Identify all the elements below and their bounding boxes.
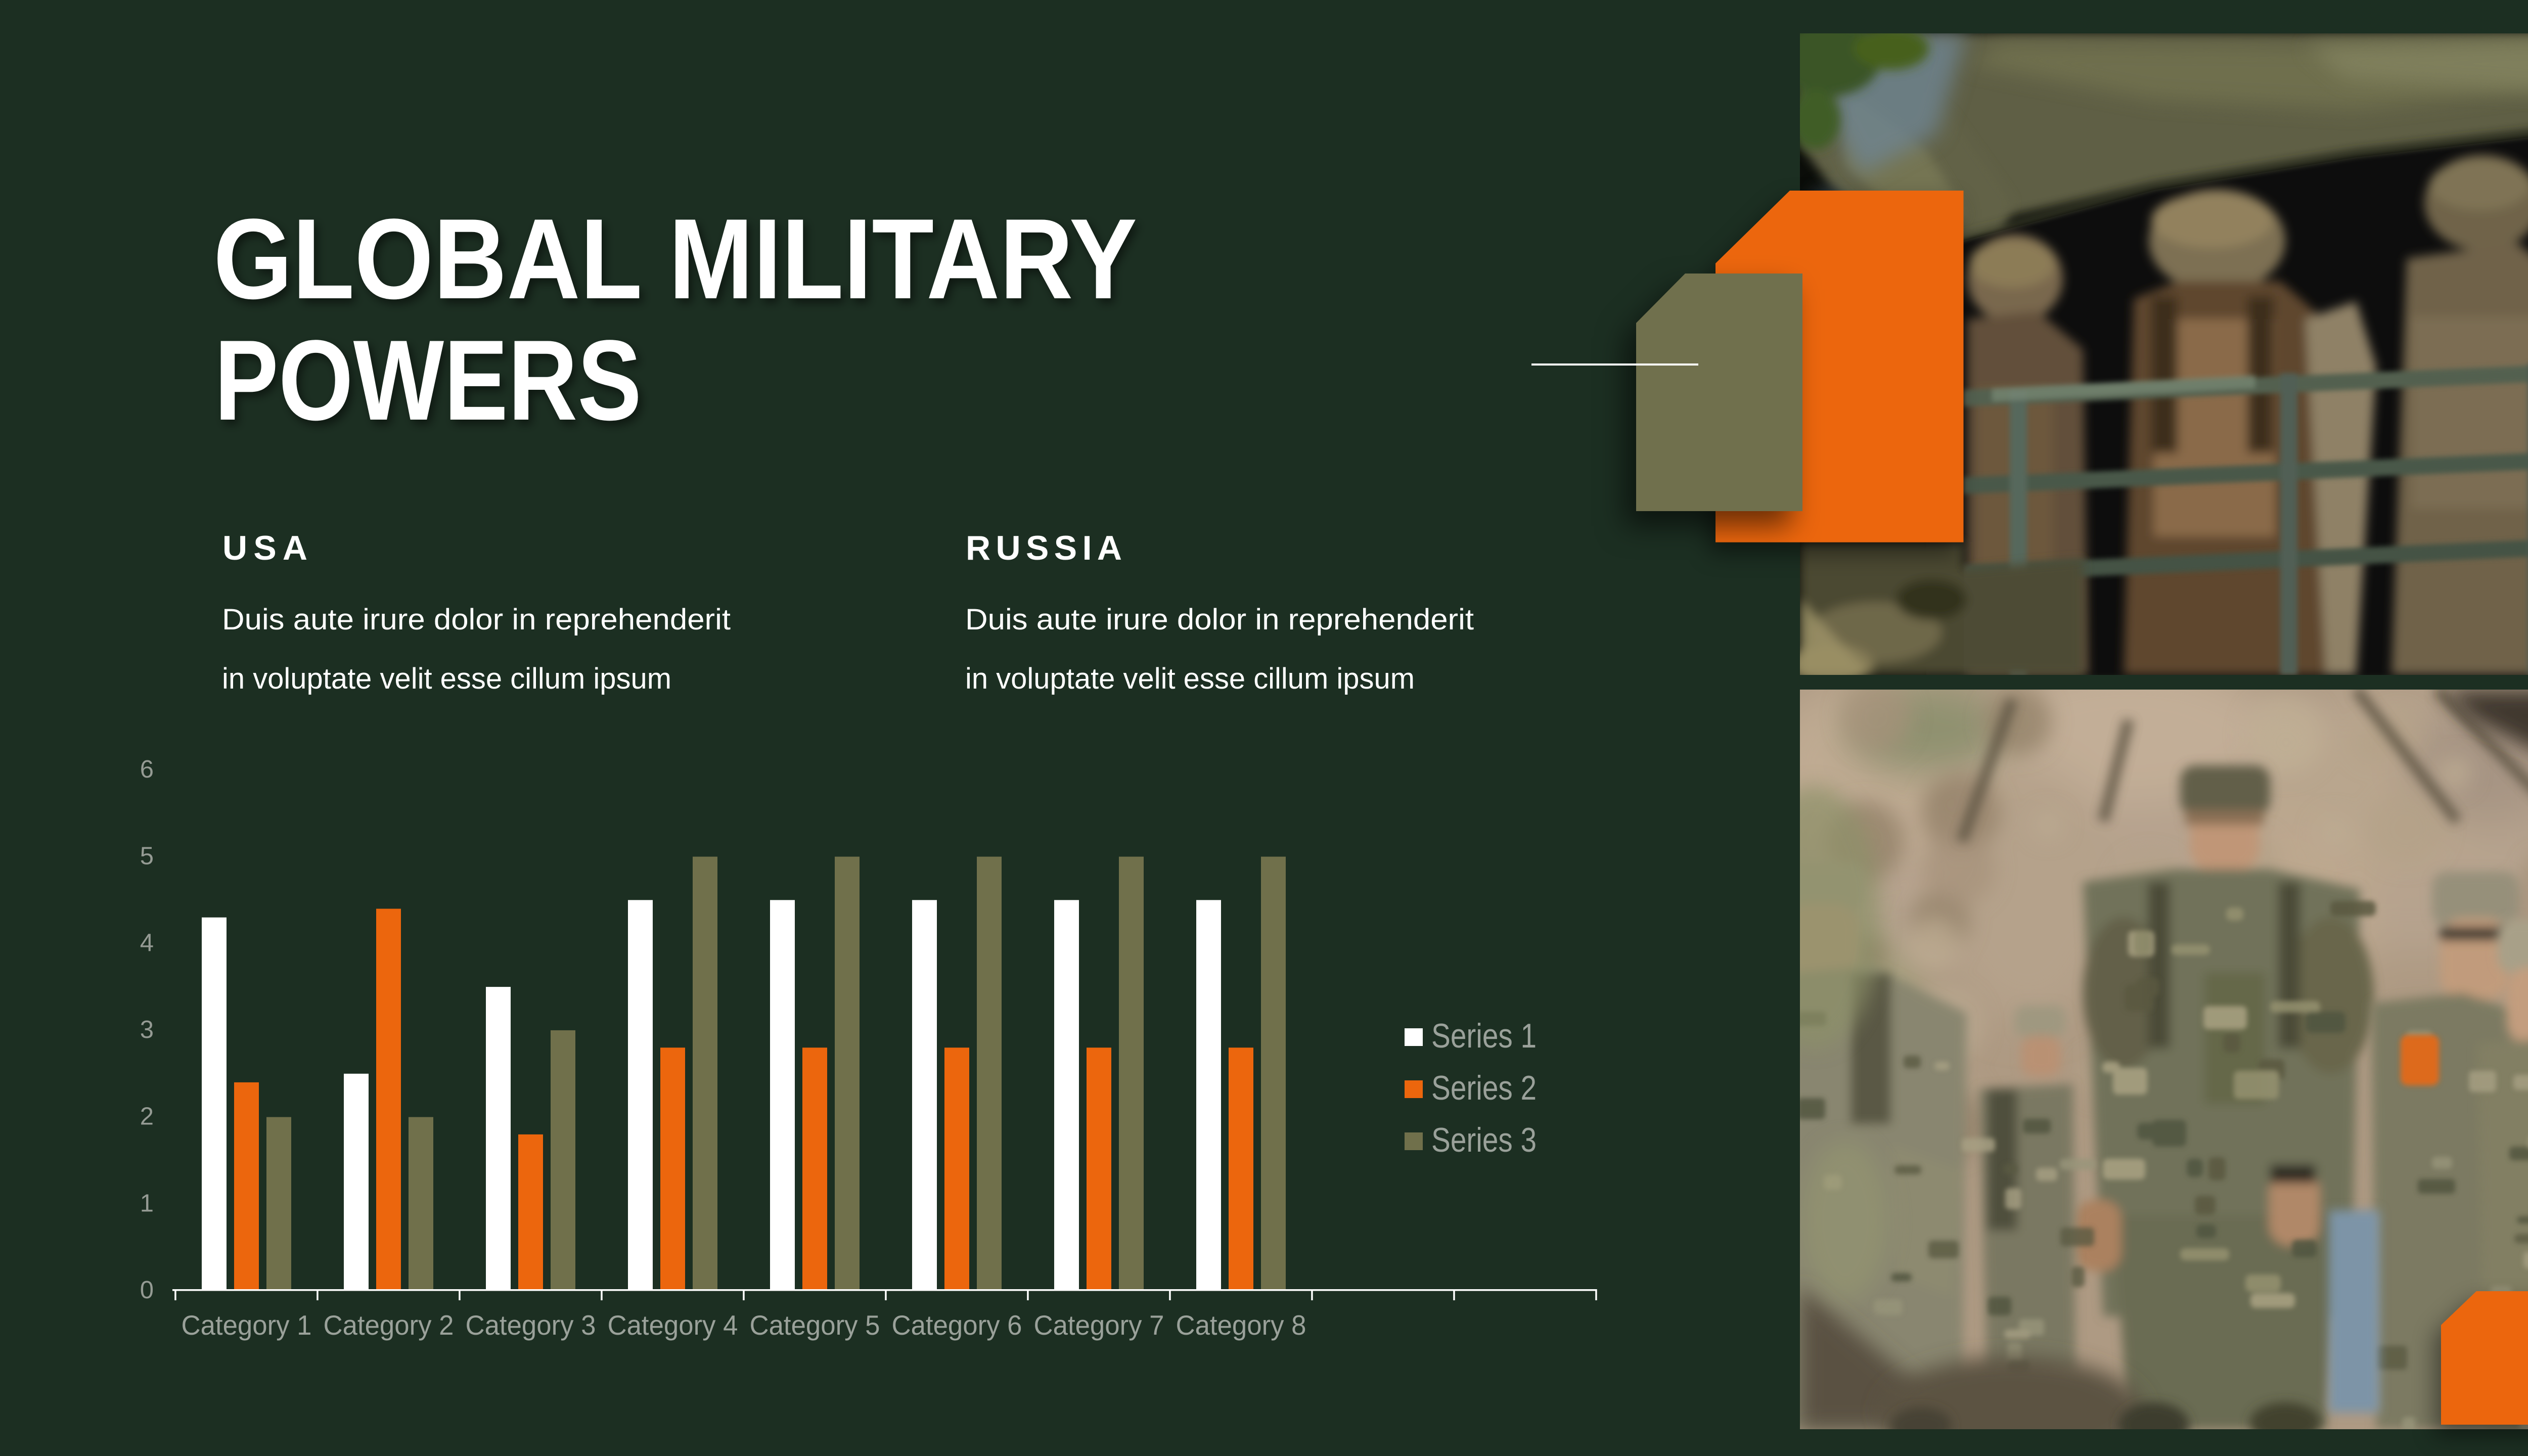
svg-text:Duis aute irure dolor in repre: Duis aute irure dolor in reprehenderit [965, 603, 1474, 636]
svg-text:Category 5: Category 5 [750, 1309, 880, 1341]
svg-text:Series 1: Series 1 [1431, 1017, 1537, 1055]
svg-text:4: 4 [140, 929, 154, 957]
svg-text:Series 3: Series 3 [1431, 1121, 1537, 1159]
svg-text:3: 3 [140, 1016, 154, 1043]
svg-text:Category 2: Category 2 [324, 1309, 454, 1341]
svg-text:RUSSIA: RUSSIA [966, 529, 1122, 567]
svg-text:2: 2 [140, 1103, 154, 1130]
svg-text:in voluptate velit esse cillum: in voluptate velit esse cillum ipsum [222, 662, 671, 695]
svg-text:Category 6: Category 6 [892, 1309, 1022, 1341]
svg-text:0: 0 [140, 1277, 154, 1304]
svg-text:GLOBAL MILITARY: GLOBAL MILITARY [213, 195, 1137, 323]
svg-text:Category 4: Category 4 [608, 1309, 738, 1341]
svg-text:in voluptate velit esse cillum: in voluptate velit esse cillum ipsum [965, 662, 1415, 695]
svg-text:POWERS: POWERS [214, 316, 642, 444]
svg-text:Category 1: Category 1 [182, 1309, 312, 1341]
svg-text:Category 3: Category 3 [466, 1309, 596, 1341]
svg-text:6: 6 [140, 756, 154, 783]
svg-text:1: 1 [140, 1190, 154, 1217]
svg-text:Series 2: Series 2 [1431, 1069, 1537, 1107]
svg-text:5: 5 [140, 843, 154, 870]
svg-text:Category 7: Category 7 [1034, 1309, 1164, 1341]
svg-text:Duis aute irure dolor in repre: Duis aute irure dolor in reprehenderit [222, 603, 731, 636]
svg-text:Category 8: Category 8 [1176, 1309, 1306, 1341]
svg-text:USA: USA [222, 529, 307, 567]
